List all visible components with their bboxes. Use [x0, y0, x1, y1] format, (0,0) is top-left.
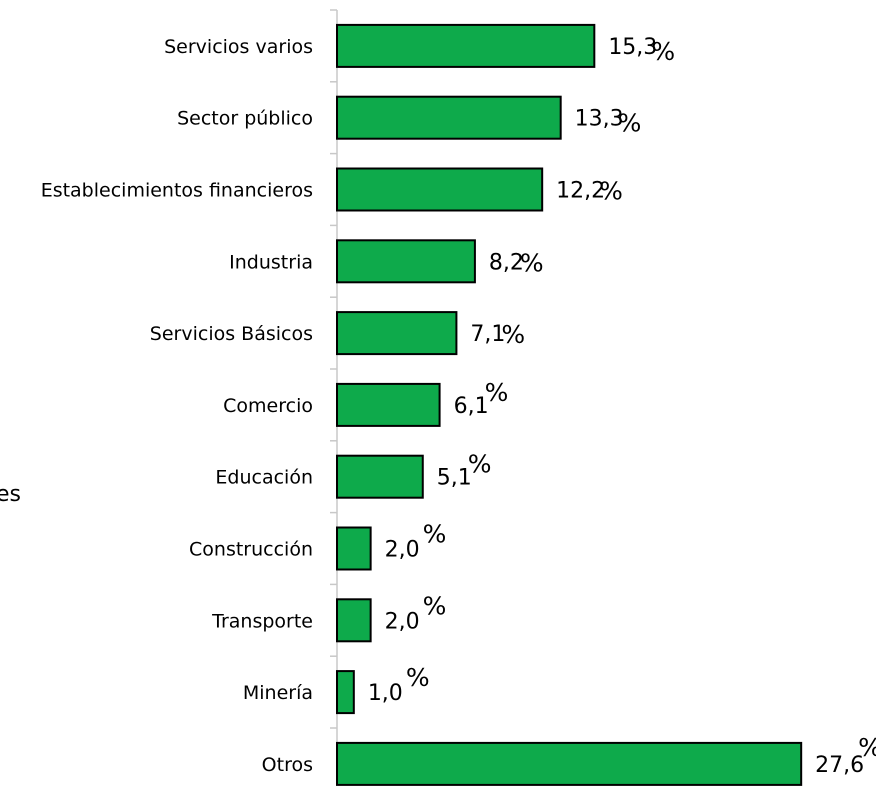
value-unit-label: % [599, 177, 623, 206]
partial-side-text: es [0, 482, 21, 507]
bar-construcci-n [336, 526, 372, 571]
value-label: 6,1 [454, 394, 489, 419]
bar-educaci-n [336, 454, 424, 499]
value-label: 5,1 [437, 466, 472, 491]
bar-sector-p-blico [336, 95, 562, 140]
value-unit-label: % [520, 248, 544, 277]
category-label: Minería [243, 682, 313, 704]
value-unit-label: % [423, 520, 447, 549]
value-unit-label: % [406, 663, 430, 692]
category-label: Establecimientos financieros [41, 180, 313, 202]
category-label: Otros [262, 754, 313, 776]
category-label: Comercio [223, 395, 313, 417]
value-label: 27,6 [815, 753, 864, 778]
value-unit-label: % [651, 37, 675, 66]
value-label: 7,1 [470, 322, 505, 347]
value-unit-label: % [858, 733, 876, 762]
bar-transporte [336, 598, 372, 643]
value-label: 2,0 [385, 538, 420, 563]
value-unit-label: % [618, 109, 642, 138]
bar-comercio [336, 382, 441, 427]
value-label: 8,2 [489, 250, 524, 275]
bar-establecimientos-financieros [336, 167, 544, 212]
category-label: Educación [215, 467, 313, 489]
category-label: Servicios varios [164, 36, 313, 58]
bar-otros [336, 741, 803, 786]
value-unit-label: % [485, 378, 509, 407]
value-unit-label: % [501, 320, 525, 349]
value-label: 12,2 [556, 179, 605, 204]
value-label: 13,3 [575, 107, 624, 132]
value-label: 15,3 [608, 35, 657, 60]
value-label: 1,0 [368, 681, 403, 706]
value-label: 2,0 [385, 609, 420, 634]
bar-servicios-varios [336, 23, 596, 68]
category-label: Sector público [177, 108, 313, 130]
category-label: Construcción [189, 539, 313, 561]
bar-industria [336, 239, 476, 284]
bar-miner-a [336, 670, 355, 715]
category-label: Servicios Básicos [150, 323, 313, 345]
bar-servicios-b-sicos [336, 311, 458, 356]
category-label: Transporte [211, 610, 313, 632]
value-unit-label: % [468, 450, 492, 479]
value-unit-label: % [423, 591, 447, 620]
category-label: Industria [229, 251, 313, 273]
